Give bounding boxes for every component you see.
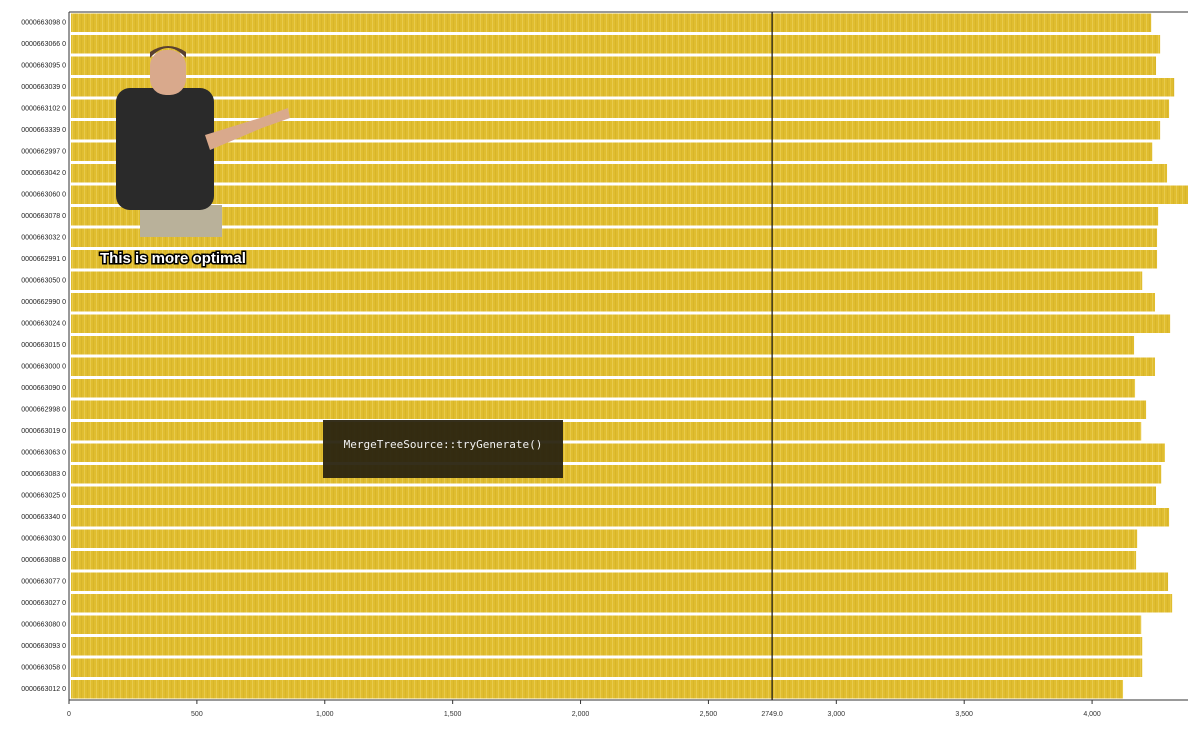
row-label: 0000662990 0: [21, 299, 66, 306]
row-label: 0000663093 0: [21, 643, 66, 650]
bar-texture: [71, 615, 1142, 634]
bar-texture: [71, 379, 1136, 398]
row-label: 0000663088 0: [21, 557, 66, 564]
bar-texture: [71, 637, 1143, 656]
bar-texture: [71, 594, 1173, 613]
bar-texture: [71, 572, 1169, 591]
bar-texture: [71, 508, 1170, 527]
row-label: 0000663012 0: [21, 686, 66, 693]
row-label: 0000662998 0: [21, 407, 66, 414]
bar-texture: [71, 314, 1171, 333]
bar-texture: [71, 78, 1175, 97]
bar-texture: [71, 486, 1157, 505]
x-tick-label: 1,500: [444, 711, 462, 718]
bar-texture: [71, 121, 1161, 140]
bar-texture: [71, 465, 1162, 484]
bar-texture: [71, 551, 1137, 570]
bar-texture: [71, 293, 1156, 312]
row-label: 0000663098 0: [21, 20, 66, 27]
bar-texture: [71, 529, 1138, 548]
row-label: 0000663102 0: [21, 106, 66, 113]
bar-texture: [71, 142, 1153, 161]
row-label: 0000663080 0: [21, 622, 66, 629]
tooltip-box: [323, 420, 563, 478]
bar-texture: [71, 336, 1135, 355]
row-label: 0000663025 0: [21, 493, 66, 500]
row-label: 0000663095 0: [21, 63, 66, 70]
row-label: 0000663042 0: [21, 170, 66, 177]
x-tick-label: 2,500: [700, 711, 718, 718]
row-label: 0000663030 0: [21, 536, 66, 543]
row-label: 0000663340 0: [21, 514, 66, 521]
tooltip-text: MergeTreeSource::tryGenerate(): [344, 438, 543, 451]
row-label: 0000663019 0: [21, 428, 66, 435]
row-label: 0000663339 0: [21, 127, 66, 134]
bar-texture: [71, 271, 1143, 290]
row-label: 0000663015 0: [21, 342, 66, 349]
row-label: 0000663063 0: [21, 450, 66, 457]
row-label: 0000663027 0: [21, 600, 66, 607]
bar-texture: [71, 357, 1156, 376]
x-tick-label: 3,500: [955, 711, 973, 718]
bar-texture: [71, 13, 1152, 32]
row-label: 0000662997 0: [21, 149, 66, 156]
row-label: 0000663032 0: [21, 235, 66, 242]
x-tick-label: 0: [67, 711, 71, 718]
row-label: 0000663078 0: [21, 213, 66, 220]
x-tick-label: 2,000: [572, 711, 590, 718]
bar-texture: [71, 185, 1188, 204]
x-tick-label: 4,000: [1083, 711, 1101, 718]
row-label: 0000663090 0: [21, 385, 66, 392]
row-label: 0000663083 0: [21, 471, 66, 478]
bar-texture: [71, 99, 1170, 118]
row-label: 0000662991 0: [21, 256, 66, 263]
bar-texture: [71, 443, 1165, 462]
caption: This is more optimal: [100, 250, 246, 267]
bar-texture: [71, 658, 1143, 677]
bar-texture: [71, 250, 1158, 269]
row-label: 0000663060 0: [21, 192, 66, 199]
x-tick-label: 1,000: [316, 711, 334, 718]
cursor-label: 2749.0: [761, 711, 783, 718]
row-label: 0000663050 0: [21, 278, 66, 285]
row-label: 0000663066 0: [21, 41, 66, 48]
row-label: 0000663077 0: [21, 579, 66, 586]
presenter: [116, 46, 290, 237]
bar-texture: [71, 35, 1161, 54]
x-tick-label: 3,000: [828, 711, 846, 718]
bar-texture: [71, 207, 1159, 226]
row-label: 0000663024 0: [21, 321, 66, 328]
bar-texture: [71, 400, 1147, 419]
x-tick-label: 500: [191, 711, 203, 718]
bar-texture: [71, 228, 1158, 247]
bar-texture: [71, 56, 1157, 75]
bar-texture: [71, 680, 1124, 699]
row-label: 0000663039 0: [21, 84, 66, 91]
bar-texture: [71, 422, 1142, 441]
bar-texture: [71, 164, 1168, 183]
row-label: 0000663000 0: [21, 364, 66, 371]
row-label: 0000663058 0: [21, 665, 66, 672]
